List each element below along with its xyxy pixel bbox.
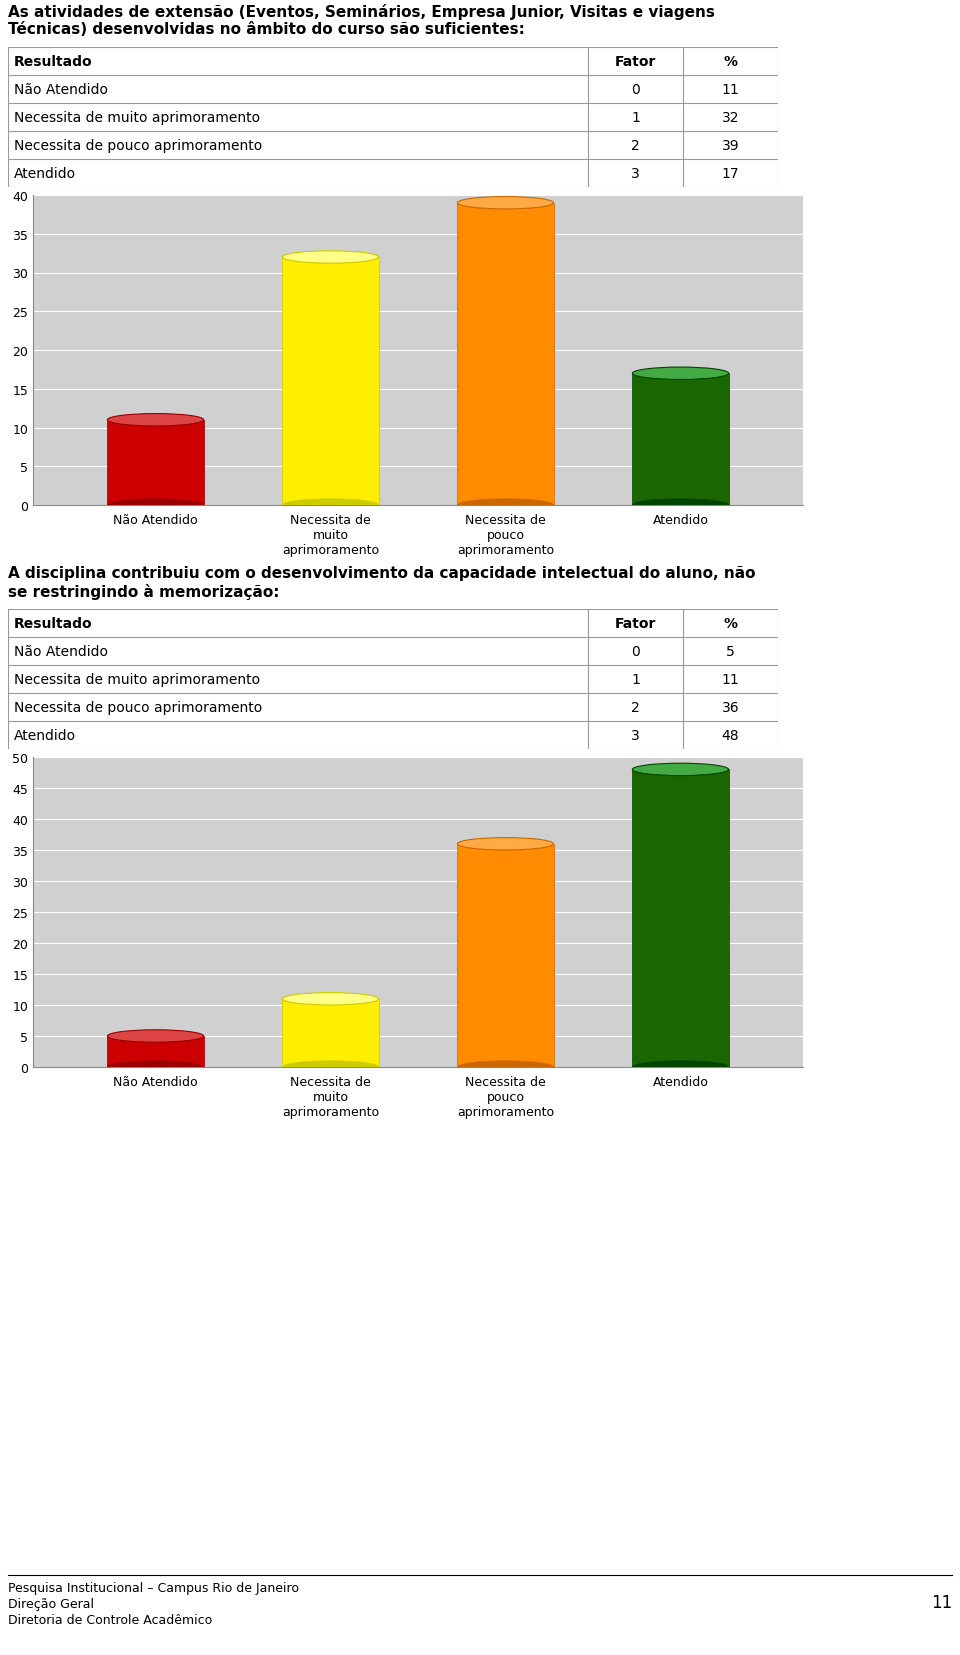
Text: Atendido: Atendido [14, 728, 76, 743]
Ellipse shape [108, 1029, 204, 1043]
Text: 1: 1 [631, 111, 640, 124]
Text: Não Atendido: Não Atendido [14, 644, 108, 659]
Text: 11: 11 [722, 672, 739, 687]
Text: Necessita de muito aprimoramento: Necessita de muito aprimoramento [14, 672, 260, 687]
Text: 17: 17 [722, 167, 739, 180]
Ellipse shape [633, 763, 729, 776]
Text: Necessita de pouco aprimoramento: Necessita de pouco aprimoramento [14, 139, 262, 152]
Text: 36: 36 [722, 700, 739, 715]
Text: Fator: Fator [614, 55, 657, 70]
Ellipse shape [457, 500, 554, 511]
Ellipse shape [108, 500, 204, 511]
Text: Necessita de muito aprimoramento: Necessita de muito aprimoramento [14, 111, 260, 124]
Ellipse shape [457, 197, 554, 210]
Ellipse shape [633, 500, 729, 511]
Bar [282, 258, 378, 506]
Bar [108, 1036, 204, 1067]
Ellipse shape [282, 500, 378, 511]
Text: 48: 48 [722, 728, 739, 743]
Text: 3: 3 [631, 728, 640, 743]
Ellipse shape [282, 1061, 378, 1074]
Ellipse shape [633, 1061, 729, 1074]
Text: %: % [724, 55, 737, 70]
Text: 1: 1 [631, 672, 640, 687]
Text: A disciplina contribuiu com o desenvolvimento da capacidade intelectual do aluno: A disciplina contribuiu com o desenvolvi… [8, 566, 756, 599]
Text: Pesquisa Institucional – Campus Rio de Janeiro: Pesquisa Institucional – Campus Rio de J… [8, 1581, 299, 1594]
Text: 11: 11 [722, 83, 739, 98]
Bar [108, 420, 204, 506]
Text: Diretoria de Controle Acadêmico: Diretoria de Controle Acadêmico [8, 1614, 212, 1625]
Text: 2: 2 [631, 700, 640, 715]
Text: 3: 3 [631, 167, 640, 180]
Text: As atividades de extensão (Eventos, Seminários, Empresa Junior, Visitas e viagen: As atividades de extensão (Eventos, Semi… [8, 3, 715, 38]
Ellipse shape [282, 252, 378, 265]
Text: Resultado: Resultado [14, 55, 92, 70]
Text: 5: 5 [726, 644, 734, 659]
Bar [33, 1067, 803, 1077]
Bar [633, 770, 729, 1067]
Ellipse shape [108, 1061, 204, 1074]
Text: 32: 32 [722, 111, 739, 124]
Ellipse shape [633, 367, 729, 381]
Ellipse shape [282, 993, 378, 1005]
Text: 39: 39 [722, 139, 739, 152]
Text: 0: 0 [631, 83, 640, 98]
Ellipse shape [457, 837, 554, 851]
Text: 2: 2 [631, 139, 640, 152]
Text: Necessita de pouco aprimoramento: Necessita de pouco aprimoramento [14, 700, 262, 715]
Bar [282, 1000, 378, 1067]
Bar [457, 204, 554, 506]
Bar [457, 844, 554, 1067]
Text: Atendido: Atendido [14, 167, 76, 180]
Text: %: % [724, 617, 737, 631]
Text: 0: 0 [631, 644, 640, 659]
Ellipse shape [108, 414, 204, 427]
Text: Não Atendido: Não Atendido [14, 83, 108, 98]
Text: Resultado: Resultado [14, 617, 92, 631]
Text: Fator: Fator [614, 617, 657, 631]
Bar [633, 374, 729, 506]
Ellipse shape [457, 1061, 554, 1074]
Text: 11: 11 [931, 1594, 952, 1610]
Text: Direção Geral: Direção Geral [8, 1597, 94, 1610]
Bar [33, 506, 803, 515]
